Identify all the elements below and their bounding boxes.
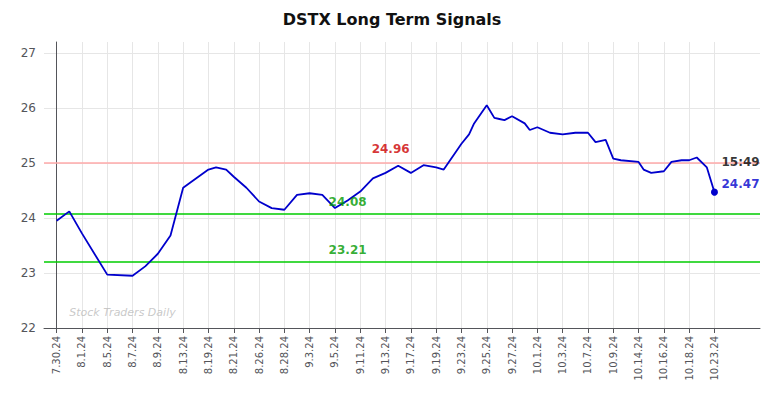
svg-text:15:49: 15:49 <box>722 155 760 169</box>
svg-text:8.7.24: 8.7.24 <box>127 336 138 368</box>
svg-text:DSTX Long Term Signals: DSTX Long Term Signals <box>283 10 502 29</box>
svg-text:8.21.24: 8.21.24 <box>228 336 239 374</box>
svg-text:24.47: 24.47 <box>722 177 760 191</box>
svg-text:24.96: 24.96 <box>372 142 410 156</box>
svg-text:23: 23 <box>21 266 36 280</box>
svg-text:8.26.24: 8.26.24 <box>254 336 265 374</box>
svg-text:8.5.24: 8.5.24 <box>102 336 113 368</box>
svg-text:27: 27 <box>21 46 36 60</box>
svg-text:9.17.24: 9.17.24 <box>405 336 416 374</box>
svg-text:10.18.24: 10.18.24 <box>684 336 695 381</box>
svg-text:7.30.24: 7.30.24 <box>51 336 62 374</box>
svg-text:10.1.24: 10.1.24 <box>532 336 543 374</box>
svg-text:8.13.24: 8.13.24 <box>178 336 189 374</box>
svg-text:8.1.24: 8.1.24 <box>76 336 87 368</box>
svg-text:9.3.24: 9.3.24 <box>304 336 315 368</box>
svg-text:10.3.24: 10.3.24 <box>557 336 568 374</box>
svg-text:24: 24 <box>21 211 36 225</box>
svg-text:9.11.24: 9.11.24 <box>355 336 366 374</box>
svg-text:9.25.24: 9.25.24 <box>481 336 492 374</box>
svg-text:8.9.24: 8.9.24 <box>152 336 163 368</box>
svg-text:8.19.24: 8.19.24 <box>203 336 214 374</box>
svg-text:26: 26 <box>21 101 36 115</box>
svg-text:9.19.24: 9.19.24 <box>431 336 442 374</box>
svg-text:24.08: 24.08 <box>329 195 367 209</box>
svg-text:9.27.24: 9.27.24 <box>507 336 518 374</box>
svg-text:10.23.24: 10.23.24 <box>709 336 720 381</box>
svg-text:22: 22 <box>21 321 36 335</box>
svg-text:9.13.24: 9.13.24 <box>380 336 391 374</box>
svg-text:10.9.24: 10.9.24 <box>608 336 619 374</box>
svg-text:9.23.24: 9.23.24 <box>456 336 467 374</box>
svg-text:23.21: 23.21 <box>329 243 367 257</box>
svg-text:8.28.24: 8.28.24 <box>279 336 290 374</box>
svg-text:10.7.24: 10.7.24 <box>582 336 593 374</box>
svg-text:10.16.24: 10.16.24 <box>658 336 669 381</box>
svg-text:9.5.24: 9.5.24 <box>329 336 340 368</box>
svg-text:25: 25 <box>21 156 36 170</box>
svg-text:10.14.24: 10.14.24 <box>633 336 644 381</box>
svg-text:Stock Traders Daily: Stock Traders Daily <box>69 306 176 319</box>
